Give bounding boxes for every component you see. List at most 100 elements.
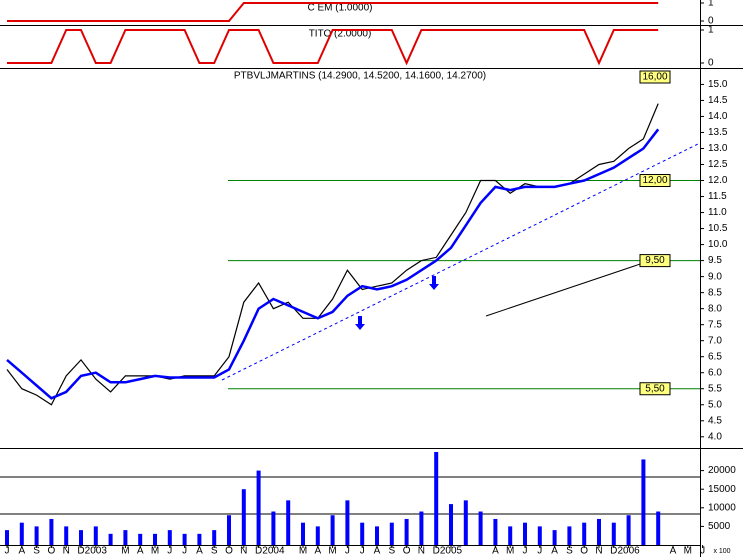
volume-bar [197, 533, 202, 545]
x-tick-label: N [240, 546, 247, 557]
y-tick-label: 10.5 [708, 223, 728, 234]
volume-bar [19, 522, 24, 545]
signal-line [7, 2, 659, 22]
price-line [6, 128, 660, 400]
volume-bar [108, 533, 113, 545]
x-tick-label: O [403, 546, 411, 557]
volume-bar [256, 470, 261, 545]
x-tick-label: S [566, 546, 573, 557]
y-tick-label: 5.5 [708, 383, 722, 394]
level-box [639, 254, 671, 268]
volume-bar [301, 522, 305, 545]
y-tick-label: 13.0 [708, 143, 728, 154]
y-tick-label: 5.0 [708, 399, 722, 410]
level-label: 9,50 [645, 255, 665, 266]
x-tick-label: D [610, 546, 617, 557]
arrow [429, 276, 439, 290]
volume-bar [508, 526, 513, 545]
x-tick-label: S [388, 546, 395, 557]
x-tick-label: D [433, 546, 440, 557]
volume-bar [315, 526, 320, 545]
x-tick-label: N [595, 546, 602, 557]
x-tick-label: A [374, 546, 381, 557]
y-tick-label: 7.5 [708, 319, 722, 330]
volume-bar [64, 526, 69, 545]
x-tick-label: 2005 [440, 546, 463, 557]
x-tick-label: 2004 [262, 546, 285, 557]
volume-bar [5, 530, 9, 545]
volume-bar [49, 518, 54, 545]
y-tick-label: 20000 [708, 465, 736, 476]
x-tick-label: D [255, 546, 262, 557]
x-tick-label: N [63, 546, 70, 557]
x-tick-label: M [506, 546, 514, 557]
trend-line [485, 255, 665, 317]
volume-bar [182, 533, 187, 545]
volume-bar [79, 530, 83, 545]
x-tick-label: J [345, 546, 350, 557]
volume-bar [212, 530, 217, 545]
volume-bar [360, 522, 365, 545]
volume-bar [478, 511, 483, 545]
volume-bar [93, 526, 98, 545]
unit-label: x 100 [713, 548, 730, 555]
x-tick-label: J [523, 546, 528, 557]
x-tick-label: S [211, 546, 218, 557]
volume-bar [241, 489, 246, 545]
panel-title: C EM (1.0000) [307, 3, 372, 14]
x-tick-label: 2003 [85, 546, 108, 557]
y-tick-label: 11.0 [708, 207, 727, 218]
volume-bar [463, 500, 468, 545]
volume-bar [138, 533, 143, 545]
x-tick-label: A [492, 546, 499, 557]
volume-bar [419, 511, 424, 545]
volume-bar [449, 504, 453, 545]
level-label: 12,00 [642, 175, 667, 186]
y-tick-label: 10000 [708, 502, 736, 513]
volume-bar [330, 515, 335, 545]
volume-bar [34, 526, 39, 545]
x-tick-label: S [33, 546, 40, 557]
level-label: 16,00 [642, 72, 667, 83]
x-tick-label: J [167, 546, 172, 557]
x-tick-label: J [5, 546, 10, 557]
y-tick-label: 11.5 [708, 191, 727, 202]
volume-bar [123, 530, 128, 545]
y-tick-label: 13.5 [708, 127, 728, 138]
volume-bar [567, 526, 572, 545]
y-tick-label: 8.0 [708, 303, 722, 314]
y-tick-label: 1 [708, 0, 714, 9]
panel-title: TITO (2.0000) [309, 29, 372, 40]
volume-bar [271, 511, 276, 545]
x-tick-label: D [77, 546, 84, 557]
signal-line [7, 29, 659, 66]
volume-bar [552, 530, 557, 545]
volume-bar [597, 518, 601, 545]
volume-bar [656, 511, 661, 545]
x-tick-label: O [225, 546, 233, 557]
x-tick-label: M [299, 546, 307, 557]
volume-bar [153, 533, 157, 545]
volume-bar [227, 515, 231, 545]
volume-bar [641, 459, 646, 545]
volume-bar [375, 526, 379, 545]
volume-bar [493, 518, 498, 545]
y-tick-label: 6.0 [708, 367, 722, 378]
x-tick-label: A [196, 546, 203, 557]
x-tick-label: N [418, 546, 425, 557]
volume-bar [404, 518, 409, 545]
x-tick-label: A [551, 546, 558, 557]
y-tick-label: 4.5 [708, 415, 722, 426]
y-tick-label: 15.0 [708, 79, 728, 90]
y-tick-label: 10.0 [708, 239, 728, 250]
x-tick-label: J [700, 546, 705, 557]
y-tick-label: 8.5 [708, 287, 722, 298]
level-label: 5,50 [645, 383, 665, 394]
volume-bar [582, 522, 587, 545]
y-tick-label: 9.5 [708, 255, 722, 266]
y-tick-label: 4.0 [708, 431, 722, 442]
volume-bar [345, 500, 350, 545]
x-tick-label: A [314, 546, 321, 557]
